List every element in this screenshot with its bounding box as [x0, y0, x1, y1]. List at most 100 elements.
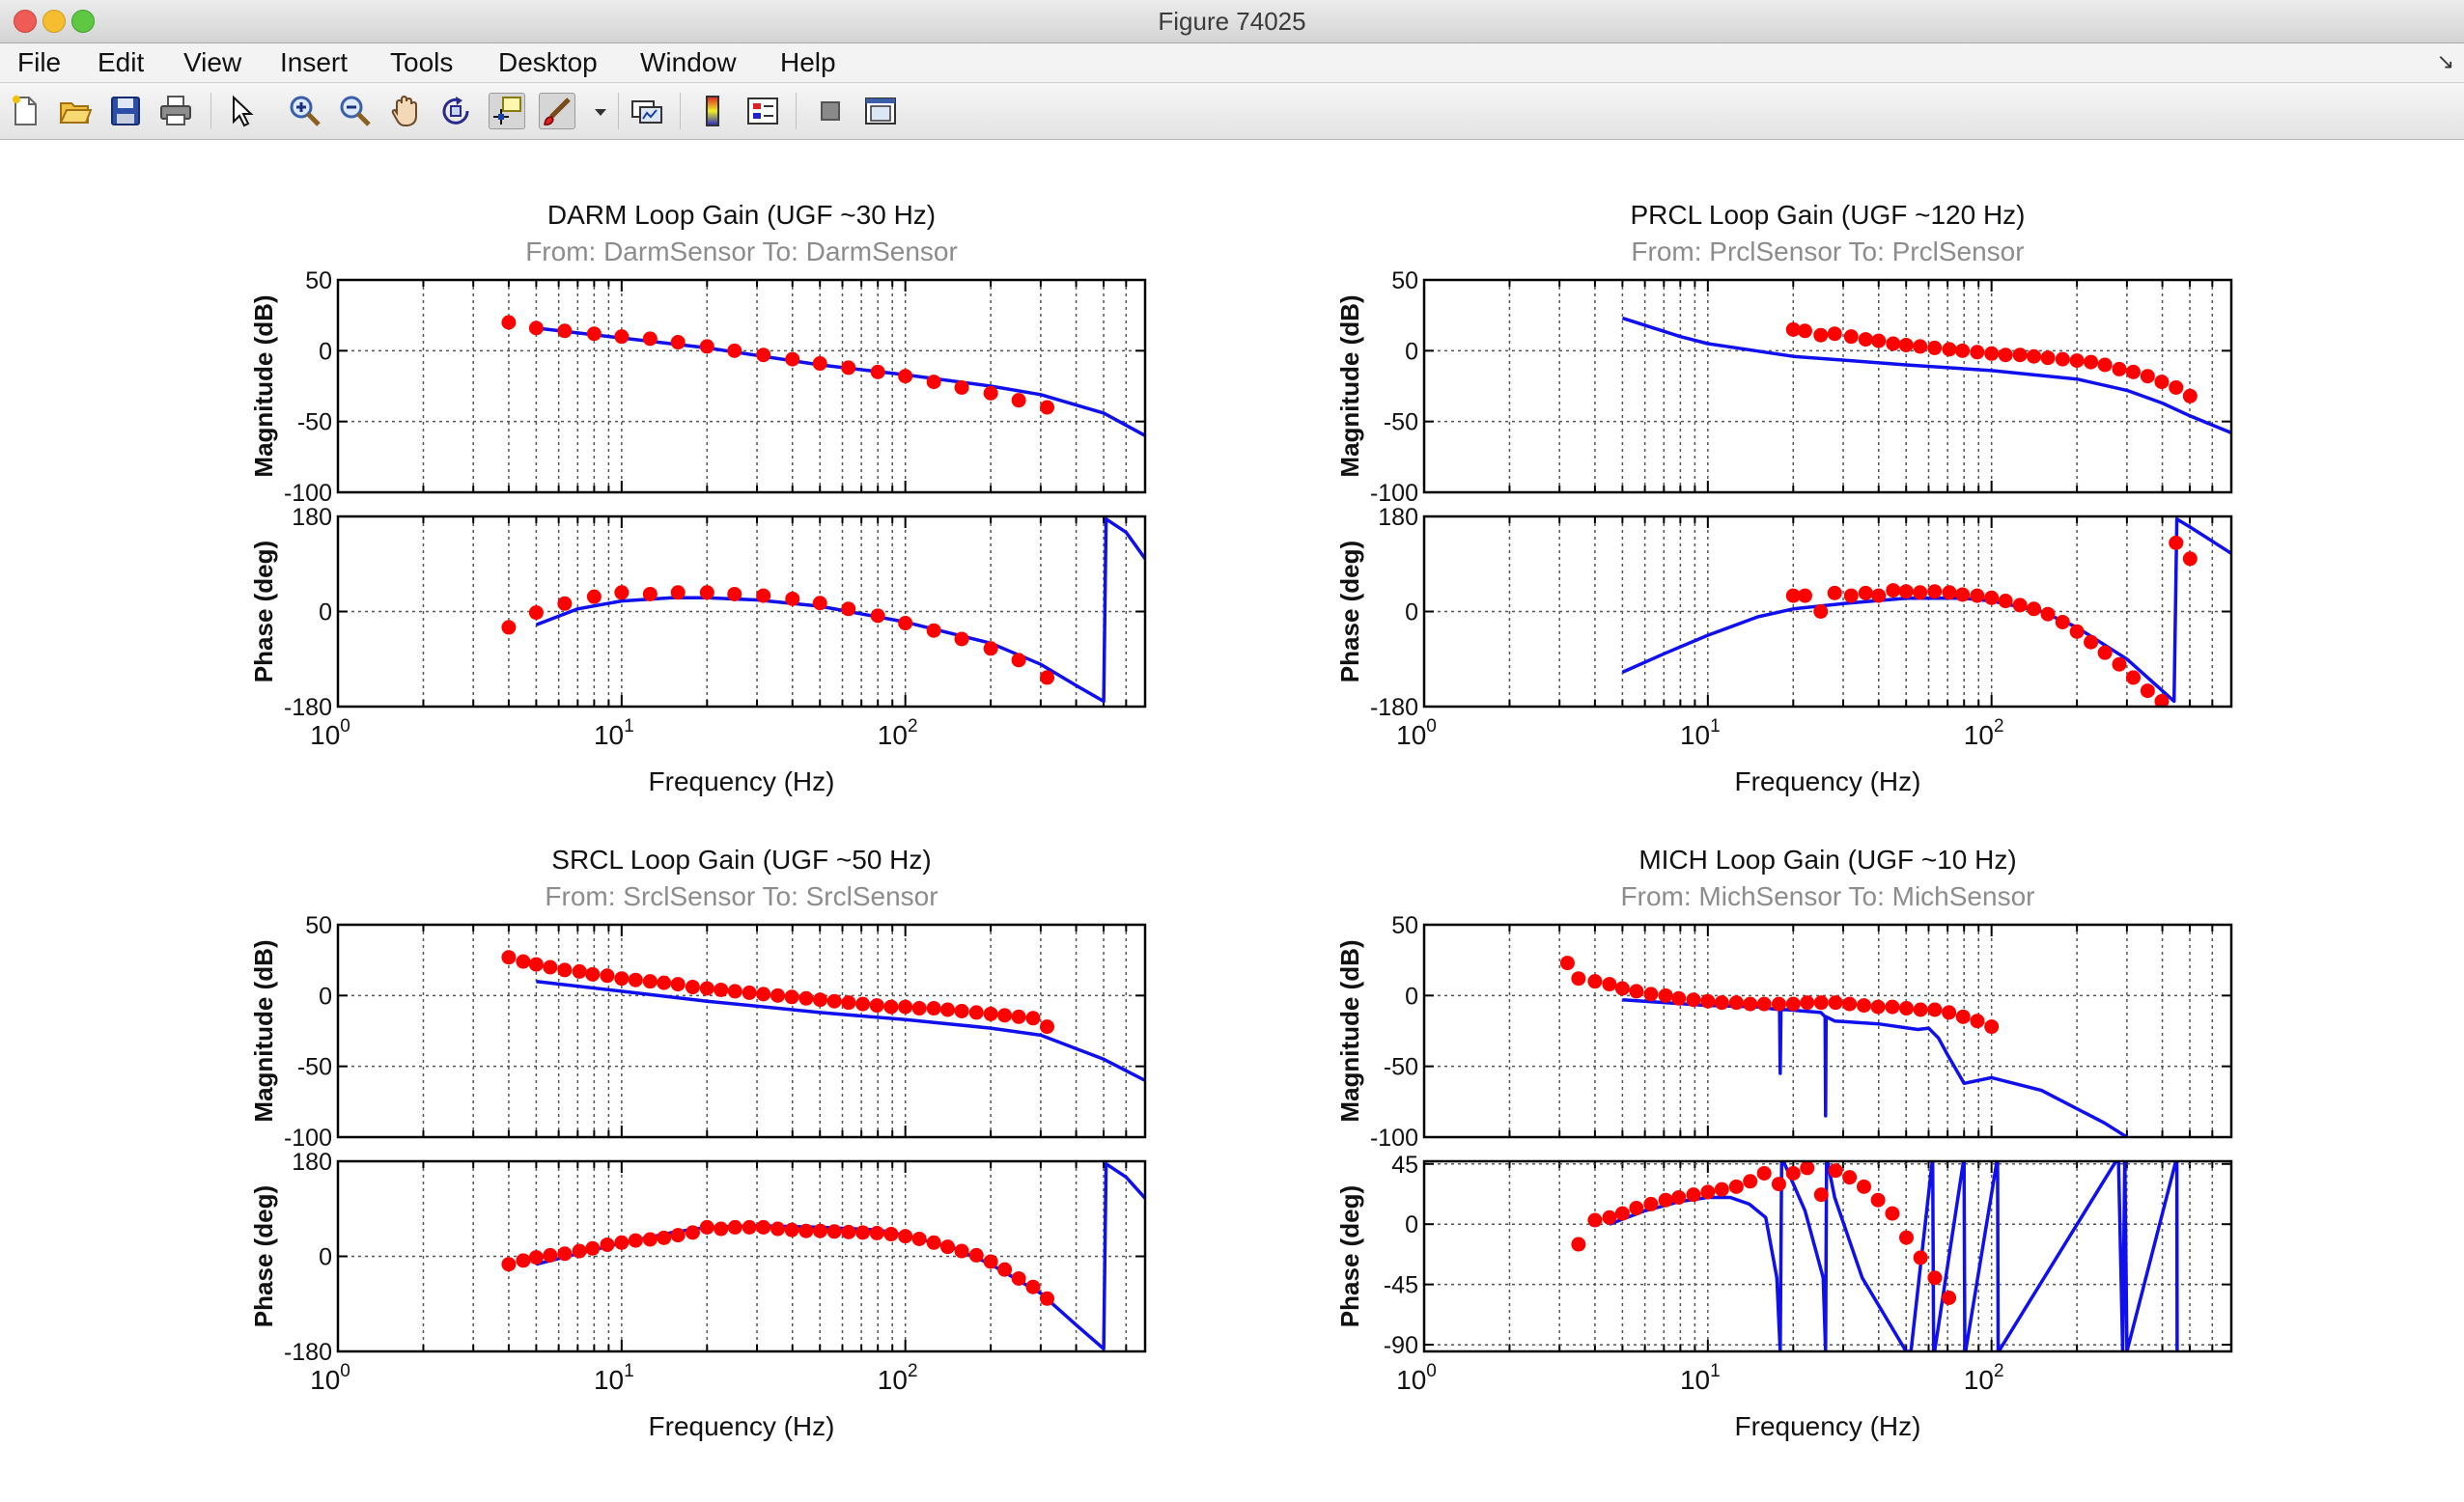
panel-2-phase-measurement-point	[940, 1239, 956, 1255]
show-plot-tools-icon[interactable]	[863, 94, 898, 128]
panel-0-phase-measurement-point	[727, 586, 742, 601]
panel-0-xtick-label: 101	[594, 716, 634, 750]
toolbar-separator	[796, 93, 797, 129]
menu-file[interactable]: File	[17, 47, 62, 77]
panel-0-magnitude-measurement-point	[983, 385, 998, 401]
panel-1-magnitude-measurement-point	[1827, 326, 1842, 342]
colorbar-icon[interactable]	[695, 94, 730, 128]
panel-3-magnitude-measurement-point	[1942, 1005, 1957, 1020]
brush-icon[interactable]	[539, 93, 575, 129]
new-figure-icon[interactable]	[8, 94, 42, 128]
panel-3-phase-measurement-point	[1898, 1230, 1914, 1245]
panel-2-magnitude-measurement-point	[898, 999, 913, 1015]
panel-3-magnitude-measurement-point	[1587, 974, 1603, 989]
zoom-in-icon[interactable]	[288, 94, 322, 128]
panel-0-phase-measurement-point	[642, 586, 658, 601]
print-icon[interactable]	[158, 94, 193, 128]
panel-0-magnitude-measurement-point	[501, 315, 517, 330]
panel-3-magnitude-measurement-point	[1743, 996, 1758, 1012]
zoom-out-icon[interactable]	[338, 94, 373, 128]
panel-3-phase-measurement-point	[1800, 1161, 1815, 1176]
panel-0-magnitude-ytick-label: 0	[319, 338, 332, 365]
panel-3-magnitude-measurement-point	[1800, 995, 1815, 1011]
minimize-window-button[interactable]	[42, 10, 66, 33]
data-cursor-icon[interactable]	[489, 93, 525, 129]
panel-3-phase-measurement-point	[1643, 1196, 1659, 1211]
hide-plot-tools-icon[interactable]	[813, 94, 848, 128]
panel-3-magnitude-measurement-point	[1885, 999, 1900, 1015]
panel-2-phase-measurement-point	[841, 1224, 856, 1239]
panel-0-xtick-label: 102	[878, 716, 918, 750]
panel-2-phase-measurement-point	[557, 1246, 573, 1262]
legend-icon[interactable]	[745, 94, 780, 128]
panel-1-magnitude-measurement-point	[1927, 340, 1943, 355]
panel-2-magnitude-measurement-point	[983, 1006, 998, 1021]
pointer-icon[interactable]	[224, 94, 259, 128]
rotate-3d-icon[interactable]	[438, 94, 473, 128]
panel-3-magnitude-measurement-point	[1870, 999, 1886, 1015]
dock-arrow-icon[interactable]: ↘	[2436, 49, 2454, 73]
link-plot-icon[interactable]	[630, 94, 664, 128]
panel-2-magnitude-measurement-point	[841, 995, 856, 1011]
menu-insert[interactable]: Insert	[280, 47, 349, 77]
panel-0-magnitude-measurement-point	[528, 320, 544, 336]
panel-1-phase-measurement-point	[1970, 588, 1985, 603]
save-icon[interactable]	[108, 94, 143, 128]
menu-window[interactable]: Window	[640, 47, 737, 77]
panel-1-magnitude-measurement-point	[1984, 346, 2000, 361]
panel-1-magnitude-data	[1621, 316, 2231, 435]
panel-1-phase-measurement-point	[2169, 535, 2184, 550]
panel-3-magnitude-ytick-label: -100	[1370, 1125, 1418, 1152]
menu-view[interactable]: View	[183, 47, 242, 77]
open-file-icon[interactable]	[58, 94, 93, 128]
panel-3-magnitude-measurement-point	[1756, 996, 1772, 1012]
panel-2-phase-measurement-point	[585, 1240, 601, 1256]
panel-1-phase-measurement-point	[1898, 584, 1914, 599]
panel-0-magnitude-background	[338, 280, 1145, 492]
close-window-button[interactable]	[14, 10, 37, 33]
pan-hand-icon[interactable]	[388, 94, 423, 128]
panel-2-phase-measurement-point	[869, 1225, 884, 1240]
panel-1-magnitude-measurement-point	[2154, 375, 2170, 390]
panel-2-magnitude-measurement-point	[528, 957, 544, 972]
panel-0-magnitude-measurement-point	[812, 356, 827, 372]
panel-2-magnitude-measurement-point	[699, 981, 714, 996]
panel-2-xlabel: Frequency (Hz)	[649, 1411, 835, 1441]
menu-help[interactable]: Help	[780, 47, 836, 77]
dropdown-arrow-icon[interactable]	[583, 94, 606, 128]
panel-1-xtick-label-exponent: 1	[1710, 716, 1721, 737]
panel-0-phase-measurement-point	[1011, 653, 1026, 668]
panel-2-xtick-label: 101	[594, 1361, 634, 1395]
panel-3-magnitude-measurement-point	[1671, 990, 1687, 1006]
menu-edit[interactable]: Edit	[98, 47, 145, 77]
panel-3-phase-measurement-point	[1686, 1187, 1701, 1203]
panel-2-phase-measurement-point	[770, 1221, 786, 1237]
panel-3-phase-measurement-point	[1785, 1165, 1801, 1181]
panel-3-phase-ytick-label: 45	[1391, 1152, 1418, 1179]
panel-2-magnitude-measurement-point	[543, 960, 558, 975]
panel-3-magnitude-measurement-point	[1984, 1019, 2000, 1035]
mich-subtitle: From: MichSensor To: MichSensor	[1620, 881, 2035, 911]
panel-0-magnitude-measurement-point	[841, 360, 856, 376]
panel-2-magnitude-measurement-point	[585, 966, 601, 982]
panel-3-xlabel: Frequency (Hz)	[1735, 1411, 1921, 1441]
menu-desktop[interactable]: Desktop	[498, 47, 598, 77]
panel-0-phase-measurement-point	[528, 605, 544, 621]
panel-2-phase-measurement-point	[855, 1225, 871, 1240]
panel-2-phase-frame	[336, 1159, 1147, 1353]
panel-2-phase-measurement-point	[528, 1250, 544, 1266]
panel-2-magnitude-measurement-point	[670, 977, 686, 992]
panel-2-phase-measurement-point	[642, 1232, 658, 1247]
menu-tools[interactable]: Tools	[390, 47, 454, 77]
window-title: Figure 74025	[1158, 7, 1306, 36]
panel-3-magnitude-measurement-point	[1785, 996, 1801, 1012]
panel-2-magnitude-measurement-point	[784, 989, 799, 1005]
panel-2-magnitude-measurement-point	[714, 982, 729, 997]
zoom-window-button[interactable]	[71, 10, 95, 33]
panel-1-magnitude-measurement-point	[2140, 369, 2155, 384]
panel-1-magnitude-ytick-label: 50	[1391, 267, 1418, 294]
srcl-subtitle: From: SrclSensor To: SrclSensor	[545, 881, 938, 911]
panel-2-phase-measurement-point	[714, 1221, 729, 1237]
